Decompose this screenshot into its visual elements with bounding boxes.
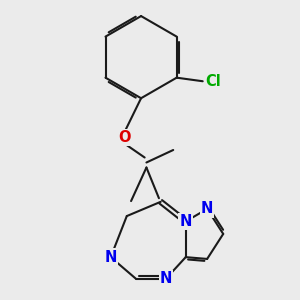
Text: N: N bbox=[201, 201, 213, 216]
Text: O: O bbox=[119, 130, 131, 145]
Text: Cl: Cl bbox=[206, 74, 221, 89]
Text: N: N bbox=[160, 271, 172, 286]
Text: N: N bbox=[104, 250, 117, 265]
Text: N: N bbox=[179, 214, 192, 229]
